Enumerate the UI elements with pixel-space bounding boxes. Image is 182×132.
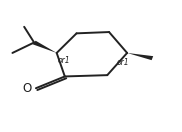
Text: O: O [22, 82, 31, 95]
Polygon shape [33, 41, 57, 53]
Text: or1: or1 [116, 58, 129, 67]
Text: or1: or1 [58, 56, 70, 65]
Polygon shape [127, 53, 153, 60]
